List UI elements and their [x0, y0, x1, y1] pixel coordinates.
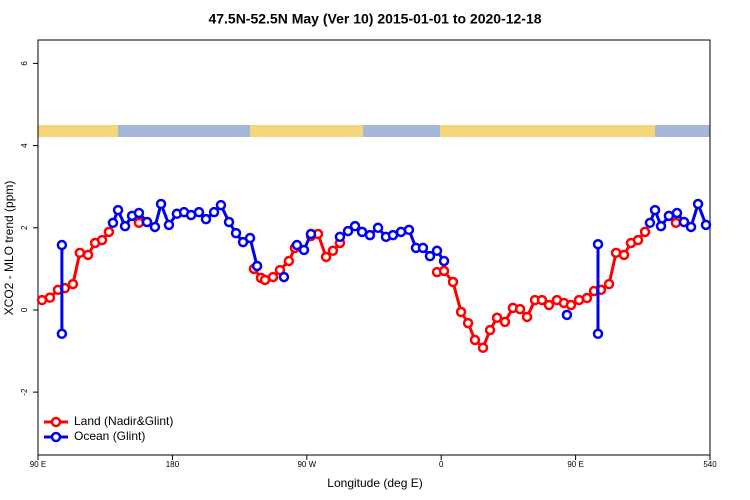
y-tick-label: -2: [20, 388, 29, 396]
point: [387, 229, 399, 241]
y-tick-label: 2: [20, 225, 29, 230]
point: [96, 234, 108, 246]
x-tick-label: 90 E: [567, 460, 583, 469]
point: [655, 220, 667, 232]
point: [618, 249, 630, 261]
x-tick-label: 540: [703, 460, 717, 469]
point: [267, 271, 279, 283]
point: [639, 226, 651, 238]
point: [163, 219, 175, 231]
point: [438, 255, 450, 267]
point: [438, 265, 450, 277]
point: [298, 244, 310, 256]
point: [223, 216, 235, 228]
point: [678, 216, 690, 228]
point: [499, 316, 511, 328]
point: [342, 225, 354, 237]
x-tick-label: 180: [166, 460, 180, 469]
point: [334, 231, 346, 243]
point: [469, 334, 481, 346]
point: [491, 312, 503, 324]
y-tick-label: 6: [20, 61, 29, 66]
point: [417, 242, 429, 254]
point: [477, 342, 489, 354]
point: [56, 328, 68, 340]
point: [200, 213, 212, 225]
point: [403, 224, 415, 236]
point: [663, 210, 675, 222]
point: [155, 198, 167, 210]
legend-label: Ocean (Glint): [74, 429, 145, 443]
point: [372, 222, 384, 234]
x-axis-label: Longitude (deg E): [327, 476, 422, 490]
point: [327, 245, 339, 257]
point: [251, 260, 263, 272]
point: [692, 198, 704, 210]
point: [103, 226, 115, 238]
point: [320, 251, 332, 263]
point: [230, 227, 242, 239]
point: [259, 274, 271, 286]
point: [565, 299, 577, 311]
point: [141, 216, 153, 228]
point: [74, 247, 86, 259]
point: [649, 204, 661, 216]
point: [424, 250, 436, 262]
point: [514, 303, 526, 315]
point: [632, 234, 644, 246]
point: [119, 220, 131, 232]
point: [592, 238, 604, 250]
legend-marker: [50, 416, 62, 428]
point: [82, 249, 94, 261]
point: [603, 278, 615, 290]
point: [67, 278, 79, 290]
point: [671, 207, 683, 219]
point: [56, 239, 68, 251]
chart-title: 47.5N-52.5N May (Ver 10) 2015-01-01 to 2…: [208, 11, 541, 27]
point: [543, 299, 555, 311]
point: [455, 306, 467, 318]
plot-frame: [37, 39, 711, 456]
point: [291, 239, 303, 251]
point: [283, 255, 295, 267]
legend-marker: [50, 431, 62, 443]
point: [112, 204, 124, 216]
point: [462, 317, 474, 329]
point: [644, 217, 656, 229]
point: [244, 232, 256, 244]
point: [447, 276, 459, 288]
point: [305, 228, 317, 240]
point: [581, 292, 593, 304]
point: [149, 221, 161, 233]
point: [278, 271, 290, 283]
point: [561, 309, 573, 321]
point: [215, 199, 227, 211]
point: [193, 206, 205, 218]
point: [364, 229, 376, 241]
point: [685, 221, 697, 233]
point: [592, 328, 604, 340]
point: [44, 292, 56, 303]
point: [349, 220, 361, 232]
x-tick-label: 0: [439, 460, 444, 469]
y-tick-label: 0: [20, 307, 29, 312]
x-tick-label: 90 E: [30, 460, 46, 469]
point: [700, 219, 712, 231]
point: [133, 207, 145, 219]
land-ocean-strip: [38, 125, 710, 137]
point: [208, 206, 220, 218]
point: [670, 217, 682, 229]
point: [107, 217, 119, 229]
point: [431, 245, 443, 257]
point: [133, 217, 145, 229]
point: [484, 324, 496, 336]
legend-label: Land (Nadir&Glint): [74, 414, 173, 428]
x-tick-label: 90 W: [297, 460, 316, 469]
y-axis-label: XCO2 - MLO trend (ppm): [2, 181, 16, 316]
point: [536, 294, 548, 306]
point: [521, 311, 533, 323]
y-tick-label: 4: [20, 143, 29, 148]
